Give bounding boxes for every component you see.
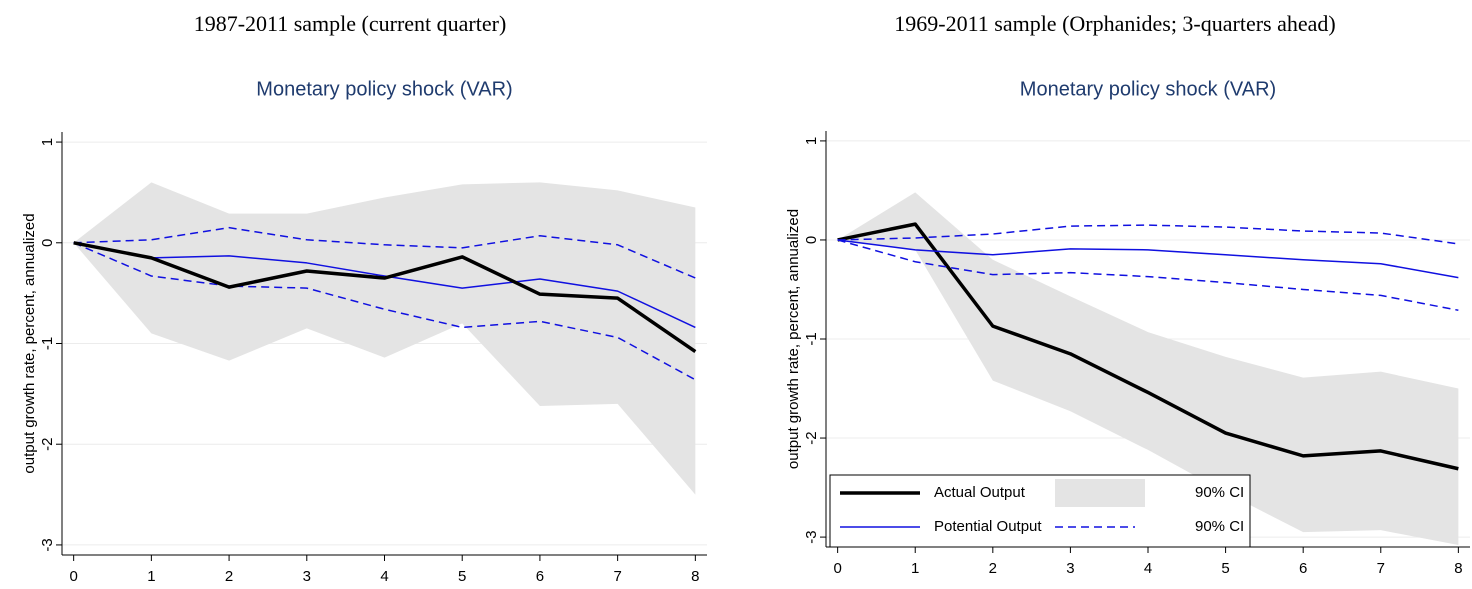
y-tick-label: -1	[39, 337, 56, 350]
y-axis-label: output growth rate, percent, annualized	[785, 209, 802, 469]
x-tick-label: 0	[69, 568, 77, 585]
x-tick-label: 2	[989, 560, 997, 577]
x-tick-label: 8	[1454, 560, 1462, 577]
x-tick-label: 8	[691, 568, 699, 585]
y-tick-label: 1	[803, 137, 820, 145]
x-tick-label: 6	[536, 568, 544, 585]
ci-band	[73, 182, 696, 495]
legend: Actual Output 90% CI Potential Output 90% C…	[829, 474, 1251, 548]
x-tick-label: 3	[303, 568, 311, 585]
plot-series	[837, 192, 1459, 546]
y-tick-label: -2	[39, 438, 56, 451]
series-line	[837, 222, 1459, 471]
x-tick-label: 7	[613, 568, 621, 585]
x-tick-label: 1	[147, 568, 155, 585]
x-tick-label: 3	[1066, 560, 1074, 577]
x-tick-label: 4	[1144, 560, 1152, 577]
x-tick-label: 6	[1299, 560, 1307, 577]
y-tick-label: 1	[39, 138, 56, 146]
panel-heading: 1987-2011 sample (current quarter)	[194, 11, 507, 36]
y-axis-label: output growth rate, percent, annualized	[21, 213, 38, 473]
x-tick-label: 5	[1221, 560, 1229, 577]
x-tick-label: 0	[833, 560, 841, 577]
plot-title: Monetary policy shock (VAR)	[1020, 78, 1276, 100]
panel-heading: 1969-2011 sample (Orphanides; 3-quarters…	[894, 11, 1335, 36]
x-tick-label: 4	[380, 568, 388, 585]
x-tick-label: 7	[1377, 560, 1385, 577]
plot-series	[73, 182, 697, 495]
series-line	[73, 241, 697, 353]
plot-title: Monetary policy shock (VAR)	[256, 78, 512, 100]
x-tick-label: 2	[225, 568, 233, 585]
series-line	[837, 239, 1459, 279]
y-tick-label: -3	[803, 530, 820, 543]
series-line	[73, 242, 696, 381]
legend-swatch	[1055, 479, 1145, 507]
legend-label: Potential Output	[934, 518, 1042, 535]
legend-label: Actual Output	[934, 484, 1026, 501]
y-tick-label: 0	[803, 236, 820, 244]
y-tick-label: -2	[803, 431, 820, 444]
series-line	[73, 242, 696, 329]
y-tick-label: -3	[39, 538, 56, 551]
x-tick-label: 5	[458, 568, 466, 585]
series-line	[837, 239, 1459, 312]
legend-box	[829, 474, 1251, 548]
legend-label: 90% CI	[1195, 518, 1244, 535]
legend-label: 90% CI	[1195, 484, 1244, 501]
x-tick-label: 1	[911, 560, 919, 577]
y-tick-label: 0	[39, 239, 56, 247]
series-line	[73, 226, 696, 279]
y-tick-label: -1	[803, 332, 820, 345]
